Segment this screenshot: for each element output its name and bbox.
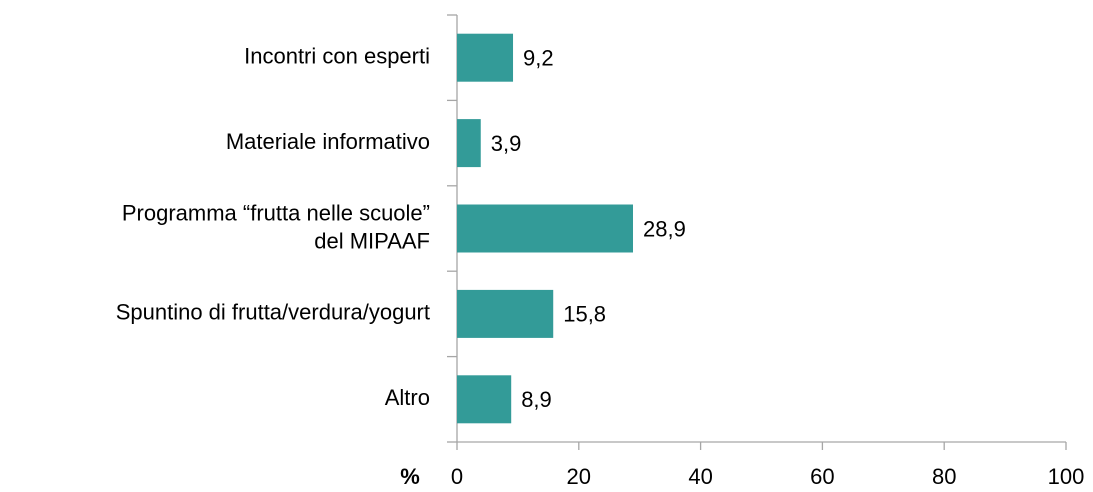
x-tick-label: 20 bbox=[567, 464, 591, 489]
x-tick-label: 60 bbox=[810, 464, 834, 489]
x-tick-label: 80 bbox=[932, 464, 956, 489]
value-label: 3,9 bbox=[491, 131, 522, 156]
category-label: Altro bbox=[385, 385, 430, 410]
x-tick-label: 0 bbox=[451, 464, 463, 489]
x-axis-label: % bbox=[400, 464, 420, 489]
bar bbox=[457, 204, 634, 253]
value-label: 15,8 bbox=[563, 302, 606, 327]
category-label: Spuntino di frutta/verdura/yogurt bbox=[116, 300, 430, 325]
x-tick-label: 40 bbox=[688, 464, 712, 489]
value-label: 9,2 bbox=[523, 46, 554, 71]
value-label: 28,9 bbox=[643, 216, 686, 241]
value-label: 8,9 bbox=[521, 387, 552, 412]
category-label: Programma “frutta nelle scuole” del MIPAA… bbox=[122, 200, 430, 253]
bar bbox=[457, 375, 512, 424]
bar bbox=[457, 289, 554, 338]
bar bbox=[457, 119, 481, 168]
bar bbox=[457, 33, 514, 82]
category-label: Materiale informativo bbox=[226, 129, 430, 154]
x-tick-label: 100 bbox=[1048, 464, 1085, 489]
category-label: Incontri con esperti bbox=[244, 44, 430, 69]
